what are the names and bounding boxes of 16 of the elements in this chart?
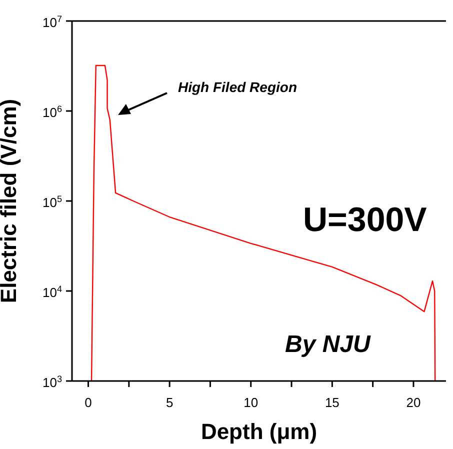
y-axis-title: Electric filed (V/cm) [0, 98, 21, 304]
x-axis-title: Depth (μm) [200, 419, 318, 444]
y-tick-label: 10$^{5}$ [42, 194, 62, 210]
x-tick-label: 15 [324, 395, 340, 410]
annotation: High Filed Region [178, 79, 297, 95]
y-tick-label: 10$^{3}$ [42, 374, 62, 390]
annotation: By NJU [285, 331, 370, 358]
annotation: U=300V [303, 201, 427, 239]
x-tick-label: 20 [406, 395, 421, 410]
x-tick-label: 0 [84, 395, 92, 410]
x-tick-label: 10 [244, 395, 258, 410]
x-tick-label: 5 [166, 395, 174, 410]
y-tick-label: 10$^{7}$ [42, 14, 62, 30]
line-series [90, 64, 436, 381]
y-tick-label: 10$^{6}$ [42, 104, 62, 120]
y-tick-label: 10$^{4}$ [42, 284, 62, 300]
